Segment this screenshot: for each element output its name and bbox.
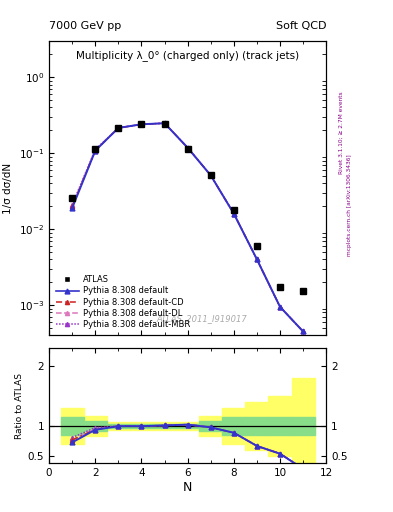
Text: Multiplicity λ_0° (charged only) (track jets): Multiplicity λ_0° (charged only) (track … bbox=[76, 50, 299, 61]
X-axis label: N: N bbox=[183, 481, 192, 494]
Y-axis label: 1/σ dσ/dN: 1/σ dσ/dN bbox=[3, 163, 13, 214]
Text: Soft QCD: Soft QCD bbox=[276, 20, 326, 31]
Text: ATLAS_2011_I919017: ATLAS_2011_I919017 bbox=[156, 314, 247, 324]
Y-axis label: Ratio to ATLAS: Ratio to ATLAS bbox=[15, 373, 24, 439]
Text: 7000 GeV pp: 7000 GeV pp bbox=[49, 20, 121, 31]
Text: Rivet 3.1.10; ≥ 2.7M events: Rivet 3.1.10; ≥ 2.7M events bbox=[339, 92, 344, 175]
Text: mcplots.cern.ch [arXiv:1306.3436]: mcplots.cern.ch [arXiv:1306.3436] bbox=[347, 154, 352, 255]
Legend: ATLAS, Pythia 8.308 default, Pythia 8.308 default-CD, Pythia 8.308 default-DL, P: ATLAS, Pythia 8.308 default, Pythia 8.30… bbox=[53, 273, 193, 331]
